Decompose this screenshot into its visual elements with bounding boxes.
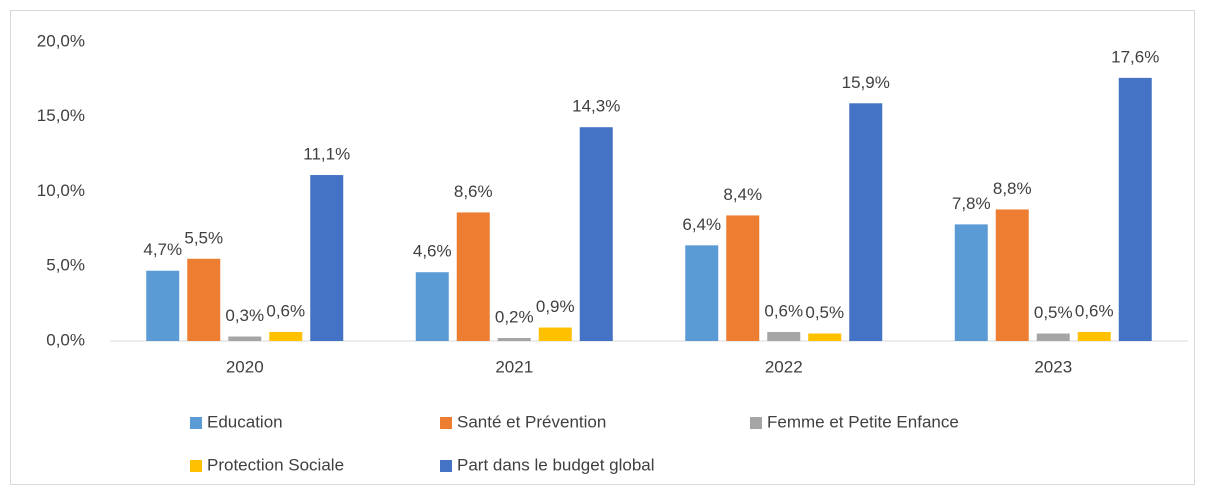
legend-swatch <box>750 417 762 429</box>
bar <box>995 209 1029 341</box>
data-label: 0,2% <box>495 307 534 326</box>
bar <box>726 215 760 341</box>
bar <box>187 258 221 341</box>
bar <box>849 103 883 341</box>
y-tick-label: 15,0% <box>37 106 85 125</box>
legend-swatch <box>190 460 202 472</box>
bar <box>228 336 262 341</box>
bar <box>310 175 344 341</box>
y-tick-label: 5,0% <box>46 256 85 275</box>
y-tick-label: 10,0% <box>37 181 85 200</box>
chart-frame <box>10 10 1195 485</box>
data-label: 0,9% <box>536 297 575 316</box>
legend-label: Santé et Prévention <box>457 412 606 431</box>
data-label: 4,6% <box>413 242 452 261</box>
bar <box>146 270 180 341</box>
data-label: 0,3% <box>225 306 264 325</box>
bar <box>1036 333 1070 341</box>
bar <box>1118 77 1152 341</box>
bar <box>767 332 801 341</box>
x-tick-label: 2023 <box>1034 357 1072 376</box>
data-label: 0,6% <box>266 302 305 321</box>
legend-label: Femme et Petite Enfance <box>767 412 959 431</box>
data-label: 6,4% <box>682 215 721 234</box>
data-label: 15,9% <box>842 73 890 92</box>
legend-swatch <box>190 417 202 429</box>
y-tick-label: 0,0% <box>46 330 85 349</box>
data-label: 5,5% <box>184 228 223 247</box>
data-label: 0,6% <box>1075 302 1114 321</box>
bar <box>538 327 572 341</box>
bar <box>415 272 449 341</box>
data-label: 8,8% <box>993 179 1032 198</box>
legend-swatch <box>440 460 452 472</box>
data-label: 7,8% <box>952 194 991 213</box>
data-label: 8,6% <box>454 182 493 201</box>
data-label: 0,6% <box>764 302 803 321</box>
y-tick-label: 20,0% <box>37 31 85 50</box>
data-label: 0,5% <box>805 303 844 322</box>
data-label: 4,7% <box>143 240 182 259</box>
legend-label: Protection Sociale <box>207 455 344 474</box>
x-tick-label: 2020 <box>226 357 264 376</box>
bar <box>269 332 303 341</box>
bar <box>497 338 531 341</box>
data-label: 14,3% <box>572 97 620 116</box>
bar <box>456 212 490 341</box>
bar <box>1077 332 1111 341</box>
x-tick-label: 2022 <box>765 357 803 376</box>
bar <box>685 245 719 341</box>
data-label: 0,5% <box>1034 303 1073 322</box>
legend-label: Part dans le budget global <box>457 455 655 474</box>
legend-label: Education <box>207 412 283 431</box>
data-label: 17,6% <box>1111 47 1159 66</box>
data-label: 8,4% <box>723 185 762 204</box>
x-tick-label: 2021 <box>495 357 533 376</box>
legend-swatch <box>440 417 452 429</box>
bar <box>808 333 842 341</box>
bar <box>954 224 988 341</box>
data-label: 11,1% <box>303 145 350 164</box>
bar <box>579 127 613 341</box>
